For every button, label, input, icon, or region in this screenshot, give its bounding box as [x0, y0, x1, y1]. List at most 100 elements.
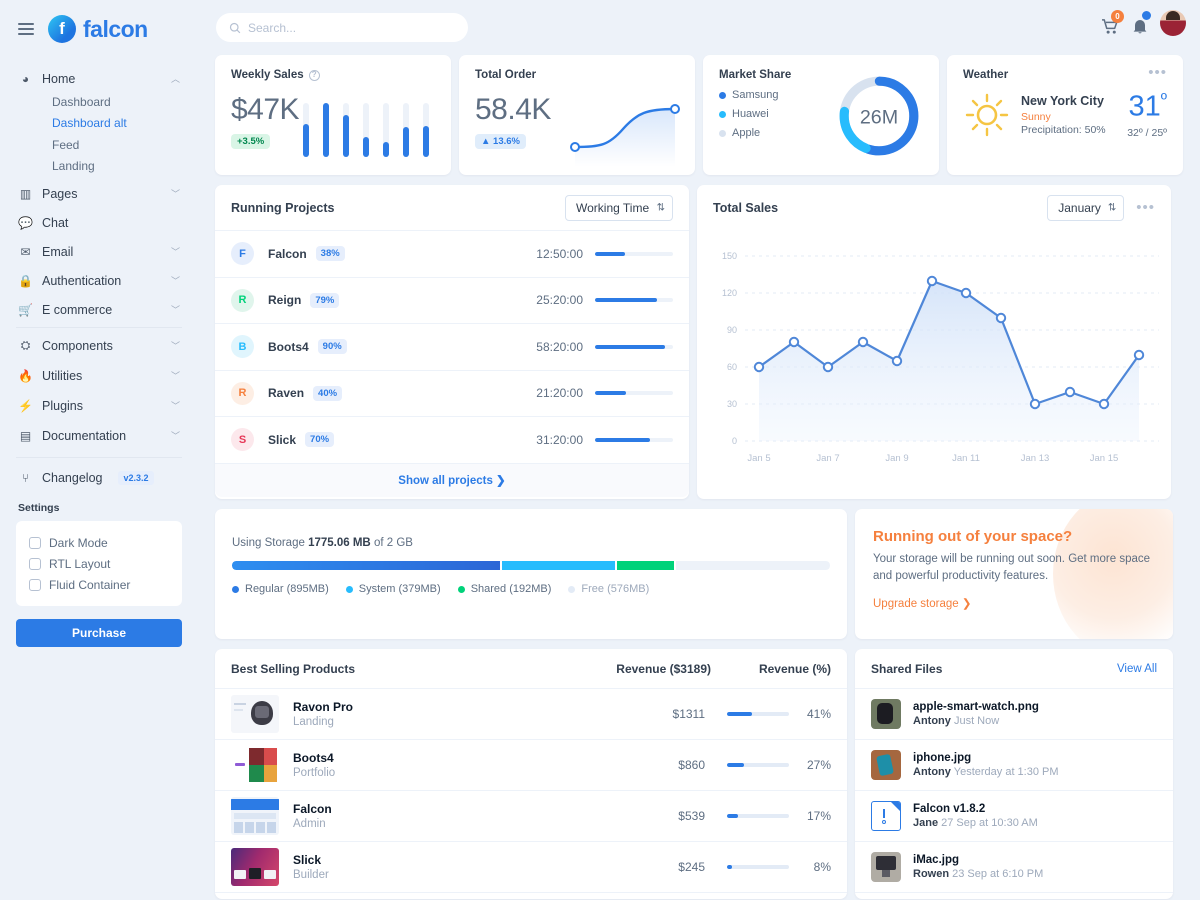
- search-input[interactable]: [248, 20, 455, 35]
- working-time-select[interactable]: Working Time: [565, 194, 673, 221]
- legend-item: Huawei: [719, 108, 923, 120]
- sidebar-subitem-feed[interactable]: Feed: [52, 137, 80, 152]
- month-select-wrap[interactable]: January: [1047, 195, 1125, 221]
- working-time-select-wrap[interactable]: Working Time: [565, 194, 673, 221]
- legend-item: Shared (192MB): [457, 583, 551, 595]
- checkbox-fluid-container[interactable]: [29, 578, 41, 591]
- checkbox-rtl-layout[interactable]: [29, 557, 41, 570]
- product-revenue-bar: [727, 865, 789, 869]
- sidebar-item-email[interactable]: ✉ Email ﹀: [16, 239, 182, 264]
- brand-name: falcon: [83, 15, 148, 42]
- market-share-legend: Samsung Huawei Apple: [719, 89, 923, 139]
- info-icon[interactable]: ?: [308, 69, 320, 81]
- storage-label-prefix: Using Storage: [232, 537, 305, 549]
- sidebar-item-authentication[interactable]: 🔒 Authentication ﹀: [16, 268, 182, 293]
- legend-item: System (379MB): [345, 583, 441, 595]
- sidebar-item-documentation[interactable]: ▤ Documentation ﹀: [16, 423, 182, 448]
- book-open-icon: ▤: [19, 428, 32, 443]
- table-row[interactable]: R Reign 79% 25:20:00: [215, 278, 689, 324]
- brand-logo[interactable]: falcon: [48, 15, 148, 43]
- pie-chart-icon: ◕: [21, 71, 30, 86]
- sidebar-subitem-dashboard[interactable]: Dashboard: [52, 94, 111, 109]
- notification-dot: [1142, 11, 1151, 20]
- chevron-down-icon: ﹀: [170, 247, 180, 257]
- project-percent-badge: 70%: [305, 432, 335, 448]
- sidebar-item-label: Authentication: [42, 273, 122, 288]
- sidebar-item-chat[interactable]: 💬 Chat: [16, 210, 182, 235]
- checkbox-dark-mode[interactable]: [29, 536, 41, 549]
- table-row[interactable]: Falcon Admin $539 17%: [215, 791, 847, 842]
- product-revenue-bar: [727, 763, 789, 767]
- sidebar-item-utilities[interactable]: 🔥 Utilities ﹀: [16, 363, 182, 388]
- cart-icon-button[interactable]: 0: [1100, 10, 1124, 35]
- sidebar-item-label: Changelog: [42, 470, 103, 485]
- project-percent-badge: 38%: [315, 246, 345, 262]
- view-all-link[interactable]: View All: [1116, 662, 1157, 675]
- list-item[interactable]: iMac.jpg Rowen 23 Sep at 6:10 PM: [855, 842, 1173, 893]
- table-row[interactable]: Boots4 Portfolio $860 27%: [215, 740, 847, 791]
- table-row[interactable]: S Slick 70% 31:20:00: [215, 417, 689, 464]
- weather-title: Weather: [963, 69, 1009, 81]
- list-item[interactable]: iphone.jpg Antony Yesterday at 1:30 PM: [855, 740, 1173, 791]
- best-selling-products-card: Best Selling Products Revenue ($3189) Re…: [215, 649, 847, 899]
- table-row[interactable]: R Raven 40% 21:20:00: [215, 371, 689, 417]
- setting-fluid-container[interactable]: Fluid Container: [29, 574, 169, 595]
- table-row[interactable]: F Falcon 38% 12:50:00: [215, 231, 689, 278]
- show-all-projects-link[interactable]: Show all projects ❯: [398, 475, 506, 487]
- sidebar-item-ecommerce[interactable]: 🛒 E commerce ﹀: [16, 297, 182, 322]
- sidebar-subitem-dashboard-alt[interactable]: Dashboard alt: [52, 116, 127, 131]
- project-avatar: R: [231, 288, 254, 312]
- running-projects-footer: Show all projects ❯: [215, 463, 689, 497]
- bell-icon: [1133, 20, 1147, 34]
- legend-label: Huawei: [732, 108, 769, 120]
- project-progress-bar: [595, 298, 673, 303]
- weather-condition: Sunny: [1021, 111, 1051, 123]
- storage-bar: [232, 561, 830, 570]
- legend-dot-system: [345, 585, 353, 593]
- svg-text:Jan 7: Jan 7: [816, 453, 839, 464]
- running-projects-title: Running Projects: [231, 200, 335, 215]
- month-select[interactable]: January: [1047, 195, 1125, 221]
- setting-dark-mode[interactable]: Dark Mode: [29, 532, 169, 553]
- table-row[interactable]: B Boots4 90% 58:20:00: [215, 324, 689, 371]
- sidebar-item-pages[interactable]: ▥ Pages ﹀: [16, 181, 182, 206]
- file-document-icon: [871, 801, 901, 831]
- project-progress-bar: [595, 251, 673, 256]
- table-row-partial[interactable]: [215, 893, 847, 899]
- upgrade-storage-link[interactable]: Upgrade storage ❯: [873, 598, 972, 611]
- git-branch-icon: ⑂: [21, 470, 30, 485]
- sidebar-subitem-landing[interactable]: Landing: [52, 159, 95, 174]
- storage-seg-free: [676, 561, 830, 570]
- svg-text:Jan 9: Jan 9: [885, 453, 908, 464]
- sidebar-item-components[interactable]: ⛭ Components ﹀: [16, 333, 182, 358]
- sidebar-divider-2: [16, 457, 182, 458]
- sun-icon: [965, 93, 1009, 137]
- sidebar-item-label: Email: [42, 244, 74, 259]
- project-progress-bar: [595, 437, 673, 442]
- avatar[interactable]: [1160, 10, 1186, 36]
- sidebar-item-changelog[interactable]: ⑂ Changelog v2.3.2: [16, 465, 182, 490]
- product-category: Landing: [293, 716, 334, 728]
- product-info: Falcon Admin: [293, 802, 625, 830]
- sidebar-item-label: Home: [42, 71, 76, 86]
- search-box[interactable]: [216, 13, 468, 42]
- purchase-button[interactable]: Purchase: [16, 619, 182, 647]
- project-time: 12:50:00: [536, 246, 583, 261]
- storage-used-value: 1775.06 MB: [308, 537, 371, 549]
- file-meta: Antony Just Now: [913, 715, 1000, 727]
- product-category: Portfolio: [293, 767, 336, 779]
- sidebar-item-plugins[interactable]: ⚡ Plugins ﹀: [16, 393, 182, 418]
- project-name: Falcon: [268, 246, 307, 261]
- table-row[interactable]: Ravon Pro Landing $1311 41%: [215, 689, 847, 740]
- setting-rtl-layout[interactable]: RTL Layout: [29, 553, 169, 574]
- list-item[interactable]: apple-smart-watch.png Antony Just Now: [855, 689, 1173, 740]
- notifications-button[interactable]: [1130, 11, 1151, 35]
- total-sales-more-options-icon[interactable]: •••: [1136, 199, 1155, 216]
- list-item[interactable]: Falcon v1.8.2 Jane 27 Sep at 10:30 AM: [855, 791, 1173, 842]
- product-revenue-percent: 8%: [813, 860, 831, 874]
- hamburger-menu-icon[interactable]: [18, 23, 34, 35]
- table-row[interactable]: Slick Builder $245 8%: [215, 842, 847, 893]
- weather-more-options-icon[interactable]: •••: [1148, 64, 1167, 81]
- best-selling-header: Best Selling Products Revenue ($3189) Re…: [215, 649, 847, 689]
- sidebar-item-home[interactable]: ◕ Home ︿: [16, 66, 182, 91]
